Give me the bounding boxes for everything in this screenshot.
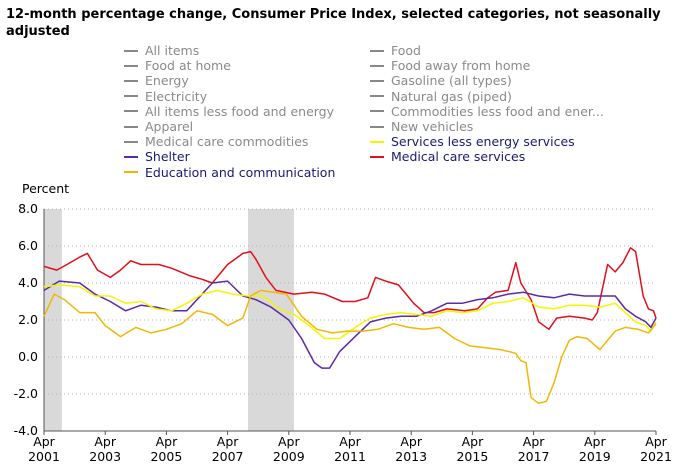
y-tick-label: 8.0 — [18, 201, 38, 216]
x-tick-year: 2001 — [28, 449, 60, 464]
x-tick-year: 2013 — [395, 449, 427, 464]
legend-item-gasoline-all-types[interactable]: Gasoline (all types) — [370, 73, 512, 88]
legend-item-education-and-communication[interactable]: Education and communication — [124, 165, 335, 180]
legend-swatch — [370, 64, 384, 67]
legend-swatch — [370, 155, 384, 158]
legend-swatch — [124, 79, 138, 82]
legend-swatch — [370, 125, 384, 128]
y-tick-label: 2.0 — [18, 312, 38, 327]
legend-item-food-at-home[interactable]: Food at home — [124, 58, 231, 73]
legend-swatch — [370, 49, 384, 52]
legend-label: Commodities less food and ener... — [391, 103, 604, 119]
x-tick-month: Apr — [584, 434, 606, 449]
legend-item-services-less-energy-services[interactable]: Services less energy services — [370, 134, 575, 149]
series-line-medical-care-services[interactable] — [43, 247, 657, 331]
legend-label: Medical care services — [391, 149, 526, 165]
x-tick-year: 2007 — [212, 449, 244, 464]
legend-swatch — [124, 155, 138, 158]
legend-swatch — [124, 64, 138, 67]
legend-label: All items — [145, 43, 200, 58]
legend-label: Electricity — [145, 88, 208, 104]
x-tick-month: Apr — [523, 434, 545, 449]
x-tick-year: 2009 — [273, 449, 305, 464]
series-lines — [43, 247, 657, 405]
legend-label: Apparel — [145, 119, 194, 134]
x-tick-month: Apr — [339, 434, 361, 449]
y-axis-title: Percent — [22, 181, 69, 196]
x-tick-year: 2011 — [334, 449, 366, 464]
legend-item-commodities-less-food-and-ener[interactable]: Commodities less food and ener... — [370, 104, 604, 119]
y-tick-label: 6.0 — [18, 238, 38, 253]
legend-item-natural-gas-piped[interactable]: Natural gas (piped) — [370, 89, 512, 104]
x-tick-year: 2015 — [456, 449, 488, 464]
legend-swatch — [370, 110, 384, 113]
legend-swatch — [370, 79, 384, 82]
x-tick-month: Apr — [94, 434, 116, 449]
y-tick-label: 0.0 — [18, 349, 38, 364]
x-tick-year: 2017 — [518, 449, 550, 464]
legend-label: Food at home — [145, 58, 231, 74]
series-line-education-and-communication[interactable] — [43, 289, 657, 405]
legend-label: Energy — [145, 73, 189, 89]
axes: 8.06.04.02.00.0-2.0-4.0Apr2001Apr2003Apr… — [14, 201, 672, 464]
legend-label: Shelter — [145, 149, 190, 165]
x-tick-month: Apr — [217, 434, 239, 449]
legend-item-medical-care-services[interactable]: Medical care services — [370, 149, 525, 164]
legend-item-energy[interactable]: Energy — [124, 73, 189, 88]
legend-item-apparel[interactable]: Apparel — [124, 119, 193, 134]
legend-label: Services less energy services — [391, 134, 575, 150]
legend-label: Medical care commodities — [145, 134, 309, 150]
legend-swatch — [124, 140, 138, 143]
legend-swatch — [370, 140, 384, 143]
legend-item-shelter[interactable]: Shelter — [124, 149, 190, 164]
series-line-shelter[interactable] — [43, 280, 657, 369]
legend-label: All items less food and energy — [145, 103, 335, 119]
legend-swatch — [124, 95, 138, 98]
chart-title: 12-month percentage change, Consumer Pri… — [6, 7, 661, 39]
legend-label: Natural gas (piped) — [391, 88, 512, 104]
legend-item-food[interactable]: Food — [370, 43, 421, 58]
x-tick-month: Apr — [156, 434, 178, 449]
x-tick-year: 2005 — [150, 449, 182, 464]
x-tick-month: Apr — [462, 434, 484, 449]
recession-band — [248, 209, 294, 431]
y-tick-label: -4.0 — [14, 423, 38, 438]
y-tick-label: -2.0 — [14, 386, 38, 401]
legend-item-electricity[interactable]: Electricity — [124, 89, 207, 104]
legend-swatch — [124, 171, 138, 174]
x-tick-month: Apr — [33, 434, 55, 449]
y-tick-label: 4.0 — [18, 275, 38, 290]
legend-label: Food — [391, 43, 421, 58]
legend-item-all-items[interactable]: All items — [124, 43, 199, 58]
x-tick-year: 2019 — [579, 449, 611, 464]
x-tick-year: 2021 — [640, 449, 672, 464]
legend-swatch — [124, 125, 138, 128]
legend-label: Education and communication — [145, 164, 336, 180]
legend-label: New vehicles — [391, 119, 474, 134]
x-tick-month: Apr — [645, 434, 667, 449]
legend-swatch — [370, 95, 384, 98]
x-tick-month: Apr — [278, 434, 300, 449]
legend-swatch — [124, 49, 138, 52]
series-line-services-less-energy-services[interactable] — [43, 284, 657, 340]
x-tick-month: Apr — [400, 434, 422, 449]
legend-item-all-items-less-food-and-energy[interactable]: All items less food and energy — [124, 104, 334, 119]
legend-swatch — [124, 110, 138, 113]
legend-item-new-vehicles[interactable]: New vehicles — [370, 119, 473, 134]
legend-item-medical-care-commodities[interactable]: Medical care commodities — [124, 134, 308, 149]
legend-label: Gasoline (all types) — [391, 73, 512, 89]
legend-label: Food away from home — [391, 58, 531, 74]
x-tick-year: 2003 — [89, 449, 121, 464]
legend-item-food-away-from-home[interactable]: Food away from home — [370, 58, 530, 73]
